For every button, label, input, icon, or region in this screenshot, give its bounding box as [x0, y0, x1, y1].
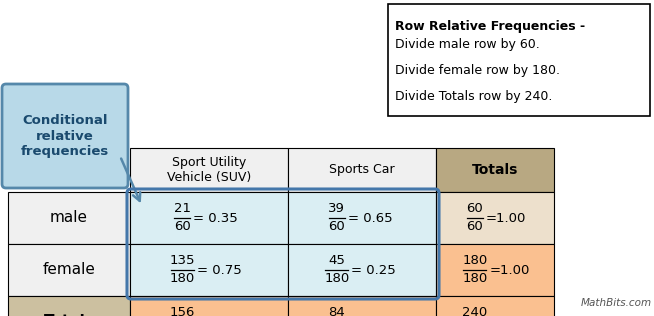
Text: = 0.35: = 0.35 — [351, 315, 396, 316]
Text: 60: 60 — [174, 221, 190, 234]
Text: 84: 84 — [328, 307, 345, 316]
Bar — [388, 4, 650, 116]
Bar — [8, 296, 130, 316]
Text: = 0.65: = 0.65 — [348, 211, 392, 224]
Text: = 0.65: = 0.65 — [197, 315, 241, 316]
Text: 180: 180 — [462, 272, 488, 285]
Text: Divide Totals row by 240.: Divide Totals row by 240. — [395, 90, 553, 103]
Text: Row Relative Frequencies -: Row Relative Frequencies - — [395, 20, 585, 33]
Text: male: male — [50, 210, 88, 226]
Bar — [130, 148, 288, 192]
Text: 240: 240 — [462, 307, 488, 316]
Bar — [8, 148, 130, 192]
Bar — [436, 192, 554, 244]
Text: Divide male row by 60.: Divide male row by 60. — [395, 38, 540, 51]
Text: Conditional
relative
frequencies: Conditional relative frequencies — [21, 114, 109, 157]
Bar — [288, 148, 436, 192]
Text: 180: 180 — [324, 272, 349, 285]
Bar — [436, 148, 554, 192]
Text: Sport Utility
Vehicle (SUV): Sport Utility Vehicle (SUV) — [167, 156, 251, 184]
Bar — [436, 296, 554, 316]
Text: 180: 180 — [462, 254, 488, 268]
Text: 60: 60 — [328, 221, 345, 234]
Text: Divide female row by 180.: Divide female row by 180. — [395, 64, 560, 77]
Bar — [288, 192, 436, 244]
Bar — [130, 296, 288, 316]
Text: 60: 60 — [466, 221, 483, 234]
Bar — [8, 192, 130, 244]
Text: female: female — [43, 263, 95, 277]
Text: 21: 21 — [174, 203, 190, 216]
Bar — [436, 244, 554, 296]
Text: = 0.35: = 0.35 — [193, 211, 238, 224]
Text: =1.00: =1.00 — [486, 211, 526, 224]
Bar — [288, 244, 436, 296]
Bar — [288, 296, 436, 316]
Bar — [8, 244, 130, 296]
FancyBboxPatch shape — [2, 84, 128, 188]
Text: = 0.25: = 0.25 — [351, 264, 396, 276]
Text: 180: 180 — [169, 272, 195, 285]
Bar — [130, 192, 288, 244]
Text: Sports Car: Sports Car — [329, 163, 395, 177]
Text: 45: 45 — [328, 254, 345, 268]
Text: =1.00: =1.00 — [489, 315, 530, 316]
Bar — [130, 244, 288, 296]
Text: = 0.75: = 0.75 — [197, 264, 241, 276]
Text: Totals: Totals — [44, 314, 94, 316]
Text: 156: 156 — [169, 307, 195, 316]
Text: Totals: Totals — [472, 163, 518, 177]
Text: MathBits.com: MathBits.com — [581, 298, 652, 308]
Text: 39: 39 — [328, 203, 345, 216]
Text: =1.00: =1.00 — [489, 264, 530, 276]
Text: 60: 60 — [466, 203, 483, 216]
Text: 135: 135 — [169, 254, 195, 268]
